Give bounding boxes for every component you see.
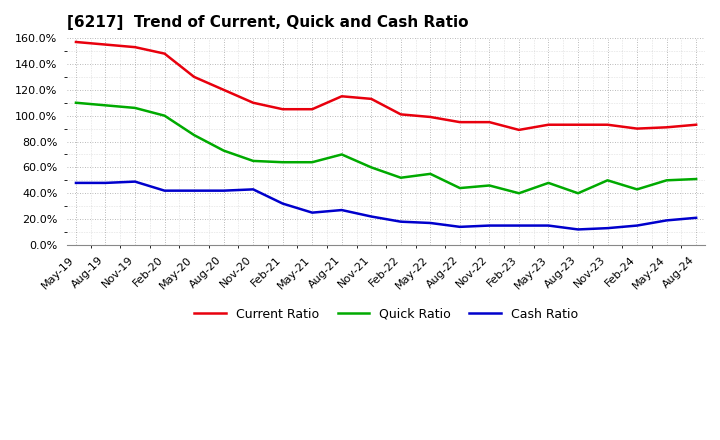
Cash Ratio <box>633 223 642 228</box>
Quick Ratio <box>397 175 405 180</box>
Current Ratio <box>485 120 494 125</box>
Current Ratio <box>692 122 701 127</box>
Quick Ratio <box>367 165 376 170</box>
Quick Ratio <box>71 100 80 106</box>
Current Ratio <box>397 112 405 117</box>
Quick Ratio <box>692 176 701 182</box>
Quick Ratio <box>308 160 317 165</box>
Cash Ratio <box>249 187 258 192</box>
Current Ratio <box>367 96 376 102</box>
Cash Ratio <box>71 180 80 186</box>
Cash Ratio <box>161 188 169 193</box>
Current Ratio <box>220 87 228 92</box>
Current Ratio <box>574 122 582 127</box>
Current Ratio <box>544 122 553 127</box>
Current Ratio <box>515 127 523 132</box>
Line: Cash Ratio: Cash Ratio <box>76 182 696 229</box>
Quick Ratio <box>456 185 464 191</box>
Cash Ratio <box>426 220 435 226</box>
Quick Ratio <box>662 178 671 183</box>
Current Ratio <box>249 100 258 106</box>
Cash Ratio <box>102 180 110 186</box>
Cash Ratio <box>220 188 228 193</box>
Line: Current Ratio: Current Ratio <box>76 42 696 130</box>
Current Ratio <box>279 106 287 112</box>
Current Ratio <box>633 126 642 131</box>
Cash Ratio <box>308 210 317 215</box>
Current Ratio <box>456 120 464 125</box>
Cash Ratio <box>574 227 582 232</box>
Quick Ratio <box>131 105 140 110</box>
Cash Ratio <box>397 219 405 224</box>
Cash Ratio <box>603 226 612 231</box>
Quick Ratio <box>574 191 582 196</box>
Quick Ratio <box>102 103 110 108</box>
Cash Ratio <box>485 223 494 228</box>
Quick Ratio <box>161 113 169 118</box>
Cash Ratio <box>544 223 553 228</box>
Quick Ratio <box>426 171 435 176</box>
Current Ratio <box>131 44 140 50</box>
Quick Ratio <box>249 158 258 164</box>
Quick Ratio <box>190 132 199 138</box>
Cash Ratio <box>338 207 346 213</box>
Current Ratio <box>603 122 612 127</box>
Line: Quick Ratio: Quick Ratio <box>76 103 696 193</box>
Current Ratio <box>662 125 671 130</box>
Current Ratio <box>102 42 110 47</box>
Current Ratio <box>161 51 169 56</box>
Cash Ratio <box>367 214 376 219</box>
Cash Ratio <box>662 218 671 223</box>
Quick Ratio <box>603 178 612 183</box>
Cash Ratio <box>515 223 523 228</box>
Cash Ratio <box>279 201 287 206</box>
Current Ratio <box>308 106 317 112</box>
Quick Ratio <box>220 148 228 153</box>
Quick Ratio <box>338 152 346 157</box>
Cash Ratio <box>692 215 701 220</box>
Current Ratio <box>338 94 346 99</box>
Cash Ratio <box>190 188 199 193</box>
Quick Ratio <box>515 191 523 196</box>
Cash Ratio <box>131 179 140 184</box>
Quick Ratio <box>633 187 642 192</box>
Cash Ratio <box>456 224 464 230</box>
Current Ratio <box>190 74 199 80</box>
Current Ratio <box>426 114 435 120</box>
Quick Ratio <box>544 180 553 186</box>
Legend: Current Ratio, Quick Ratio, Cash Ratio: Current Ratio, Quick Ratio, Cash Ratio <box>189 303 582 326</box>
Text: [6217]  Trend of Current, Quick and Cash Ratio: [6217] Trend of Current, Quick and Cash … <box>67 15 469 30</box>
Quick Ratio <box>279 160 287 165</box>
Quick Ratio <box>485 183 494 188</box>
Current Ratio <box>71 39 80 44</box>
